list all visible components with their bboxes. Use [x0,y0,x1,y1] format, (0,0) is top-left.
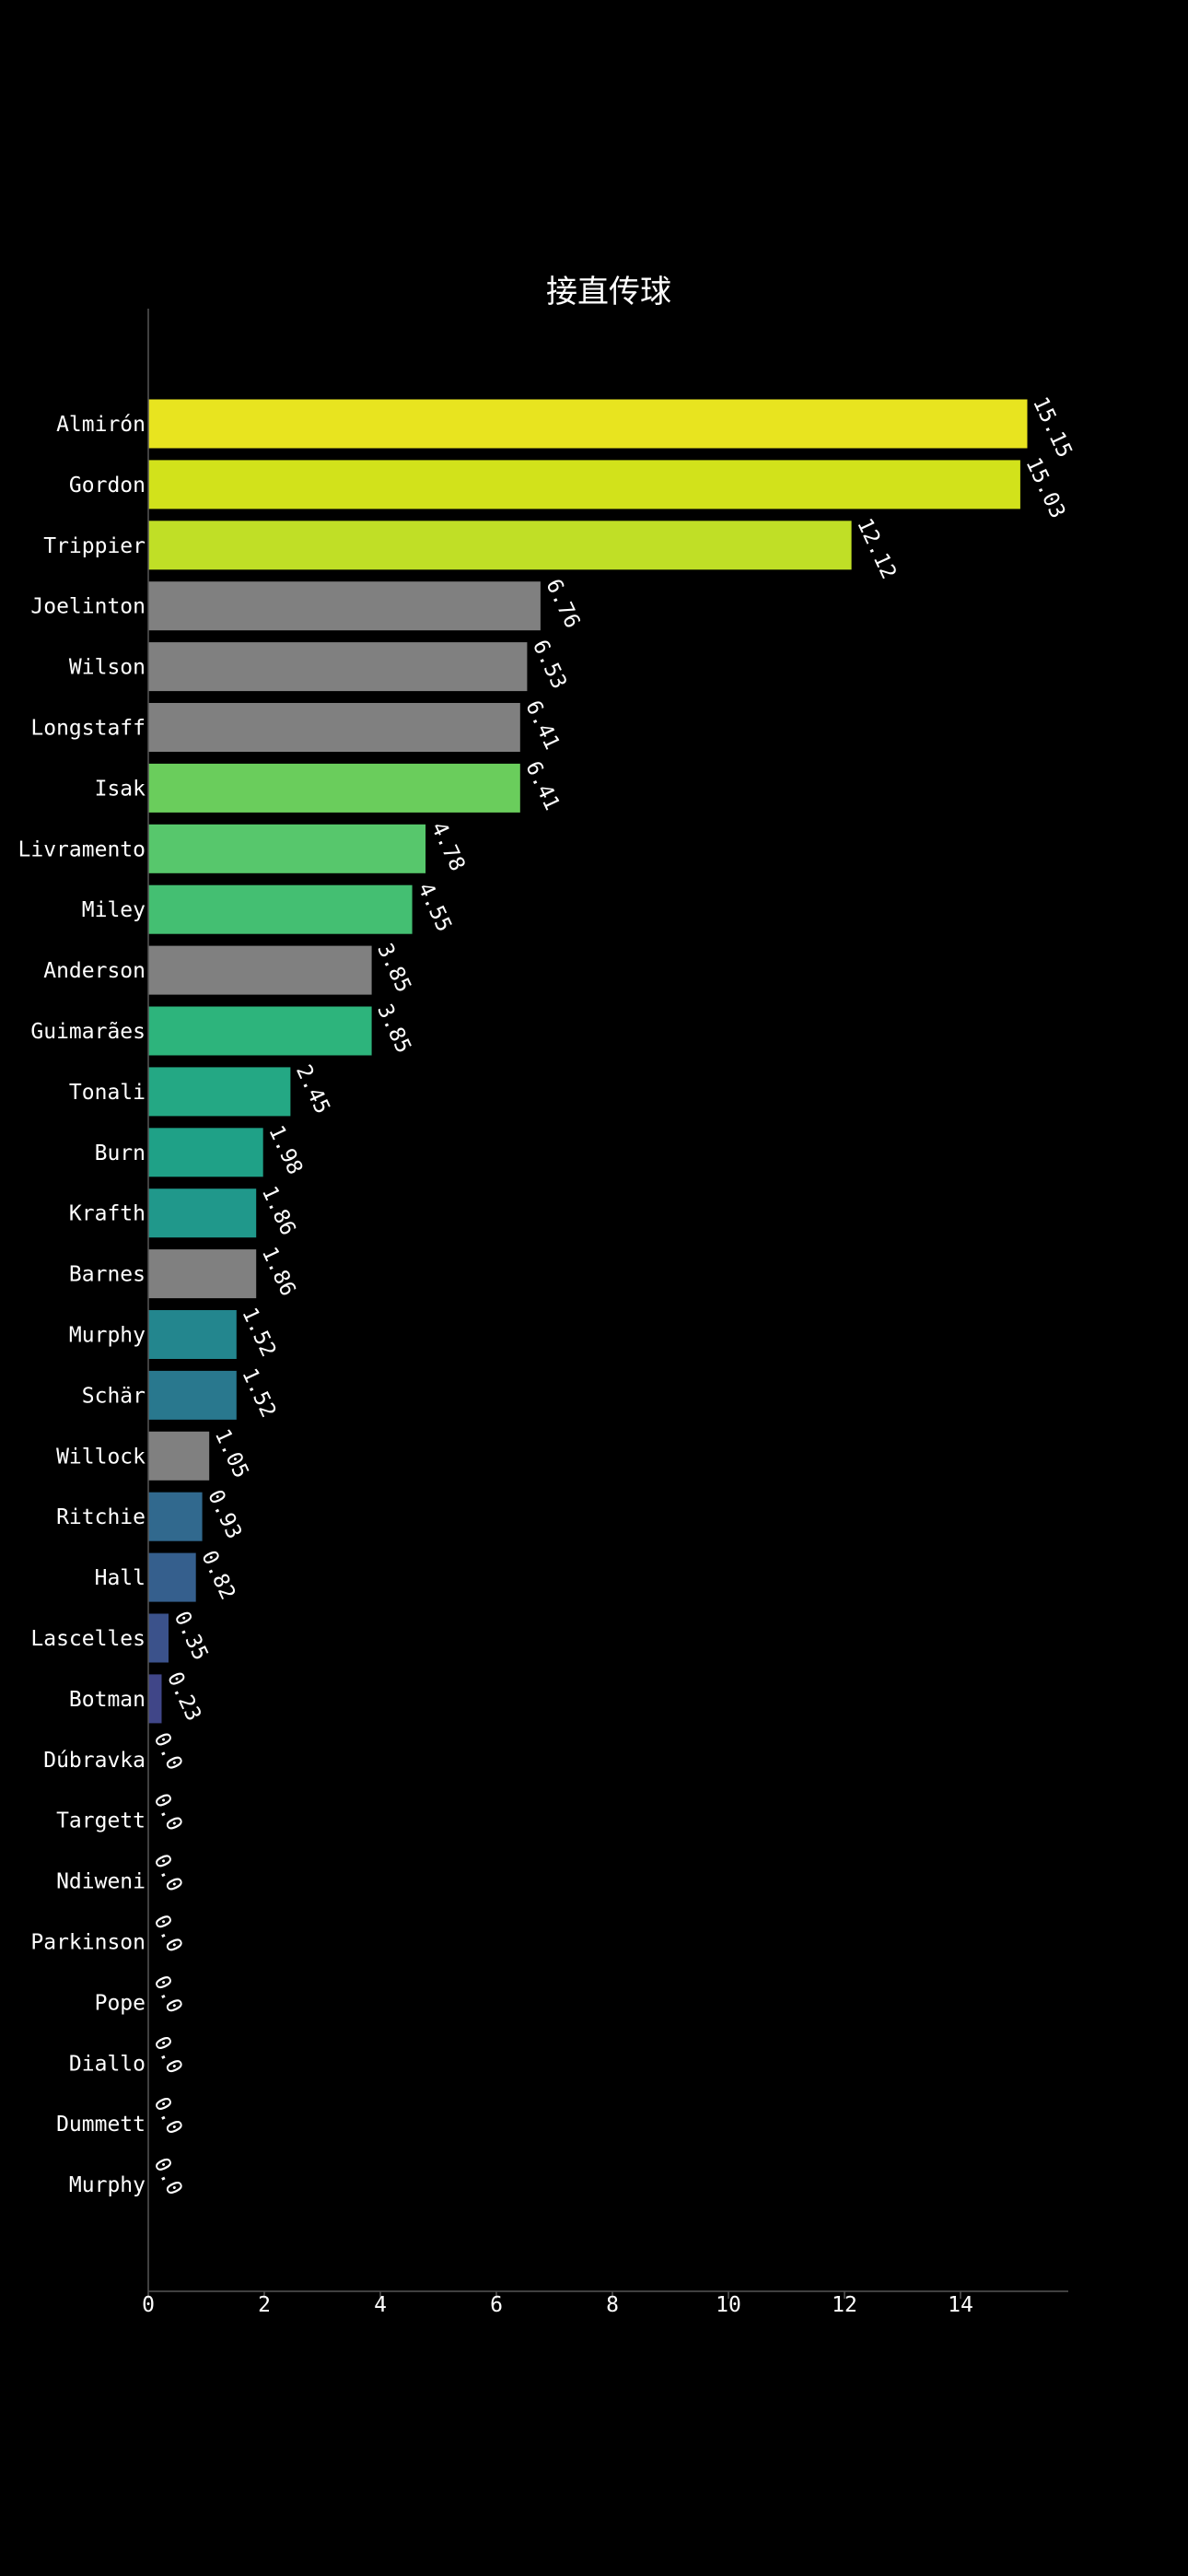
category-label: Dúbravka [43,1749,146,1773]
category-label: Wilson [69,656,146,680]
bar [148,1613,169,1663]
category-labels-group: Almirón Gordon Trippier Joelinton Wilson Long… [18,413,146,2197]
bar [148,642,528,692]
bar [148,460,1020,509]
category-label: Miley [82,898,146,922]
category-label: Barnes [69,1263,146,1287]
category-label: Schär [82,1384,146,1408]
bar [148,1006,372,1056]
bar [148,703,520,752]
category-label: Krafth [69,1202,146,1226]
category-label: Joelinton [30,595,146,619]
category-label: Guimarães [30,1020,146,1044]
category-label: Pope [95,1991,146,2015]
category-label: Livramento [18,837,146,861]
category-label: Anderson [43,959,146,983]
bar [148,399,1028,449]
bar [148,763,520,813]
category-label: Parkinson [30,1931,146,1955]
category-label: Targett [56,1809,146,1833]
bar [148,824,426,873]
category-label: Longstaff [30,717,146,741]
bar [148,1067,291,1117]
bar [148,884,413,934]
bar [148,581,541,631]
bar [148,1370,237,1420]
x-tick-label: 8 [606,2293,619,2317]
x-tick-label: 12 [832,2293,857,2317]
category-label: Ndiweni [56,1870,146,1894]
category-label: Willock [56,1445,146,1469]
bar [148,1188,257,1238]
category-label: Trippier [43,534,146,558]
category-label: Lascelles [30,1627,146,1651]
x-tick-label: 2 [258,2293,271,2317]
category-label: Tonali [69,1081,146,1105]
category-label: Gordon [69,474,146,498]
bar [148,521,852,570]
bar [148,1674,162,1724]
category-label: Almirón [56,413,146,437]
category-label: Ritchie [56,1505,146,1529]
bar [148,1310,237,1359]
chart-title: 接直传球 [546,274,671,310]
x-tick-label: 10 [716,2293,741,2317]
category-label: Murphy [69,2173,146,2197]
bars-group [148,399,1028,1724]
x-tick-label: 6 [490,2293,503,2317]
x-tick-label: 4 [374,2293,387,2317]
bar [148,945,372,995]
bar [148,1249,257,1299]
category-label: Burn [95,1142,146,1165]
category-label: Dummett [56,2113,146,2137]
bar [148,1431,210,1481]
bar [148,1552,196,1602]
x-ticks-group: 0 2 4 6 8 10 12 14 [142,2291,973,2317]
category-label: Murphy [69,1324,146,1348]
x-tick-label: 0 [142,2293,155,2317]
category-label: Botman [69,1688,146,1712]
bar [148,1128,263,1177]
bar [148,1492,203,1541]
category-label: Diallo [69,2052,146,2076]
category-label: Hall [95,1566,146,1590]
x-tick-label: 14 [948,2293,973,2317]
category-label: Isak [95,777,146,801]
